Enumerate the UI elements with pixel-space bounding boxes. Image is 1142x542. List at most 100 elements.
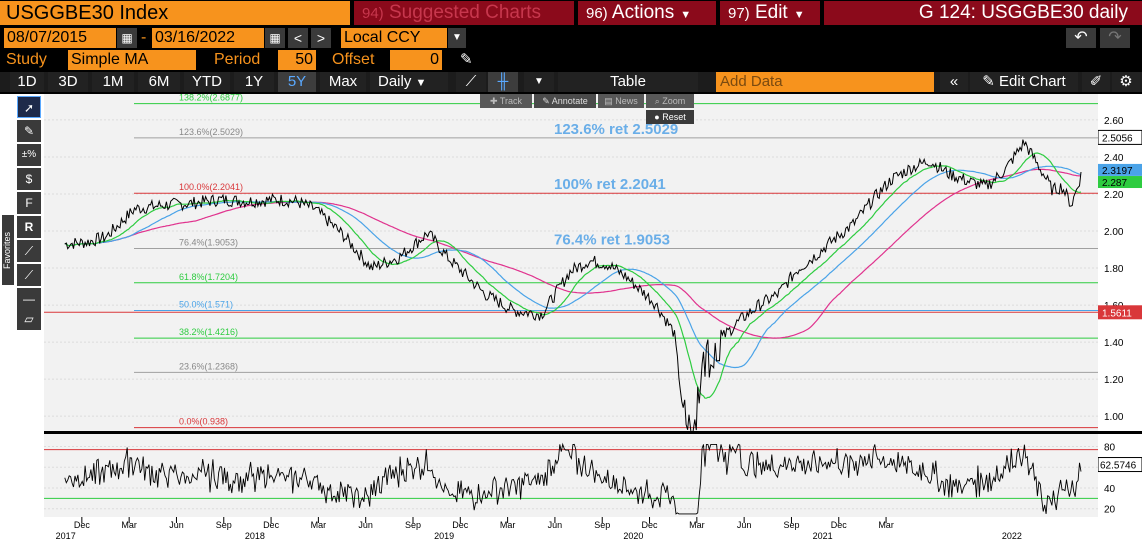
gear-icon[interactable]: ⚙ [1112, 72, 1140, 92]
fibonacci-tool-icon[interactable]: F [17, 192, 41, 214]
end-date-field[interactable]: 03/16/2022 [152, 28, 264, 48]
x-tick-label: Sep [405, 520, 421, 530]
range-max[interactable]: Max [320, 72, 366, 92]
fib-level-label: 100.0%(2.2041) [179, 182, 243, 192]
ray-icon[interactable]: ⟋ [17, 264, 41, 286]
y-tick-label: 1.00 [1104, 412, 1124, 423]
range-1m[interactable]: 1M [92, 72, 134, 92]
fib-level-label: 50.0%(1.571) [179, 299, 233, 309]
pencil-icon: ✎ [982, 73, 995, 90]
reset-icon: ● [654, 112, 660, 122]
suggested-charts-button[interactable]: 94) Suggested Charts [354, 1, 574, 25]
range-1y[interactable]: 1Y [234, 72, 274, 92]
fib-level-label: 23.6%(1.2368) [179, 361, 238, 371]
x-tick-label: Mar [500, 520, 516, 530]
frequency-select[interactable]: Daily ▼ [370, 72, 448, 92]
undo-icon[interactable]: ↶ [1066, 28, 1096, 48]
ticker-field[interactable]: USGGBE30 Index [0, 1, 350, 25]
last-price-tag: 2.5056 [1098, 129, 1142, 145]
period-field[interactable]: 50 [278, 50, 316, 70]
price-chart[interactable]: 138.2%(2.6877) 123.6%(2.5029) 100.0%(2.204… [44, 94, 1098, 431]
favorites-tab[interactable]: Favorites [2, 215, 14, 285]
prev-period-icon[interactable]: < [288, 28, 308, 48]
line-chart-icon[interactable]: ⟋ [456, 72, 486, 92]
fib-level-label: 0.0%(0.938) [179, 417, 228, 427]
fib-level-label: 38.2%(1.4216) [179, 327, 238, 337]
actions-num: 96) [586, 5, 608, 22]
rsi-tick-label: 40 [1104, 484, 1116, 495]
chevron-down-icon[interactable]: ▼ [524, 72, 554, 92]
y-tick-label: 2.20 [1104, 190, 1124, 201]
last-price-label: 2.5056 [1102, 133, 1133, 144]
zoom-label: Zoom [662, 96, 686, 106]
zoom-icon: ⌕ [654, 96, 660, 106]
edit-legend-icon[interactable]: ✐ [1082, 72, 1110, 92]
x-year-label: 2018 [245, 531, 265, 541]
news-button[interactable]: ▤ News [598, 94, 644, 108]
track-label: Track [499, 96, 523, 106]
actions-menu-button[interactable]: 96) Actions ▼ [578, 1, 716, 25]
study-select[interactable]: Simple MA [68, 50, 196, 70]
pencil-icon[interactable]: ✎ [460, 51, 473, 68]
edit-menu-button[interactable]: 97) Edit ▼ [720, 1, 820, 25]
x-tick-label: Sep [216, 520, 232, 530]
retracement-annotation: 76.4% ret 1.9053 [554, 232, 670, 249]
collapse-icon[interactable]: « [940, 72, 968, 92]
offset-field[interactable]: 0 [390, 50, 442, 70]
rsi-tick-label: 80 [1104, 442, 1116, 453]
r-tool-icon[interactable]: R [17, 216, 41, 238]
ma-tag-label: 2.287 [1102, 178, 1127, 189]
edit-num: 97) [728, 5, 750, 22]
chevron-down-icon[interactable]: ▼ [448, 28, 466, 48]
rsi-series-line [64, 442, 1082, 515]
suggested-label: Suggested Charts [388, 2, 542, 23]
track-button[interactable]: ✚ Track [480, 94, 532, 108]
trendline-icon[interactable]: ⟋ [17, 240, 41, 262]
x-tick-label: Jun [169, 520, 184, 530]
zoom-button[interactable]: ⌕ Zoom [646, 94, 694, 108]
range-ytd[interactable]: YTD [184, 72, 230, 92]
range-6m[interactable]: 6M [138, 72, 180, 92]
calendar-icon[interactable]: ▦ [265, 28, 285, 48]
annotate-label: Annotate [551, 96, 588, 106]
next-period-icon[interactable]: > [311, 28, 331, 48]
range-1d[interactable]: 1D [10, 72, 44, 92]
fib-level-label: 76.4%(1.9053) [179, 238, 238, 248]
rsi-last-label: 62.5746 [1100, 461, 1137, 472]
x-year-label: 2021 [813, 531, 833, 541]
add-data-input[interactable]: Add Data [716, 72, 934, 92]
calendar-icon[interactable]: ▦ [117, 28, 137, 48]
fib-level-label: 123.6%(2.5029) [179, 127, 243, 137]
ma-tag-box [1098, 176, 1142, 189]
x-tick-label: Jun [358, 520, 373, 530]
range-3d[interactable]: 3D [48, 72, 88, 92]
annotate-button[interactable]: ✎ Annotate [534, 94, 596, 108]
currency-select[interactable]: Local CCY [341, 28, 447, 48]
dollar-tool-icon[interactable]: $ [17, 168, 41, 190]
crosshair-icon: ✚ [489, 96, 498, 106]
x-tick-label: Dec [642, 520, 659, 530]
channel-icon[interactable]: ▱ [17, 308, 41, 330]
x-year-label: 2022 [1002, 531, 1022, 541]
x-year-label: 2020 [623, 531, 643, 541]
retracement-annotation: 100% ret 2.2041 [554, 176, 666, 193]
table-button[interactable]: Table [558, 72, 698, 92]
range-5y[interactable]: 5Y [278, 72, 316, 92]
bar-chart-icon[interactable]: ╫ [488, 72, 518, 92]
reset-label: Reset [662, 112, 686, 122]
redo-icon[interactable]: ↷ [1100, 28, 1130, 48]
edit-label: Edit [754, 2, 788, 23]
x-tick-label: Mar [689, 520, 705, 530]
y-tick-label: 2.40 [1104, 153, 1124, 164]
ma-tag-box [1098, 163, 1142, 176]
x-tick-label: Mar [878, 520, 894, 530]
pointer-icon[interactable]: ➚ [17, 96, 41, 118]
horizontal-line-icon[interactable]: — [17, 288, 41, 310]
x-year-label: 2019 [434, 531, 454, 541]
draw-line-icon[interactable]: ✎ [17, 120, 41, 142]
reset-button[interactable]: ● Reset [646, 110, 694, 124]
start-date-field[interactable]: 08/07/2015 [4, 28, 116, 48]
edit-chart-button[interactable]: ✎ Edit Chart [970, 72, 1078, 92]
percent-tool-icon[interactable]: ±% [17, 144, 41, 166]
rsi-chart[interactable] [44, 434, 1098, 517]
